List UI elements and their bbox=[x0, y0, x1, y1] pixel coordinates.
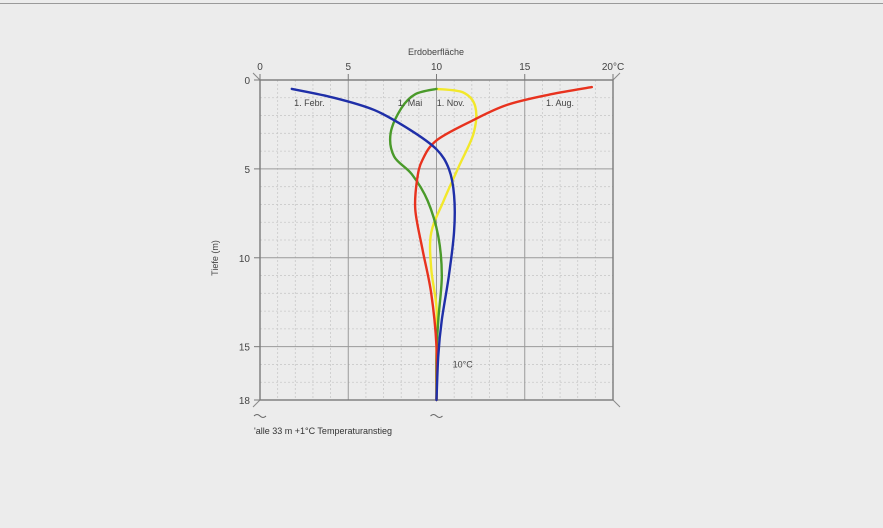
series-line-nov bbox=[428, 87, 478, 402]
y-tick-label: 18 bbox=[239, 396, 251, 407]
x-tick-label: 5 bbox=[345, 62, 351, 73]
series-line-febr bbox=[290, 87, 456, 402]
frame-corner-top-right bbox=[612, 72, 621, 81]
x-tick-labels: 0 5 10 15 20°C bbox=[257, 62, 624, 80]
series-labels: 1. Febr. 1. Mai 1. Nov. 1. Aug. 10°C bbox=[294, 98, 574, 369]
annotation-label: 10°C bbox=[453, 359, 474, 369]
axis-break-mark bbox=[430, 414, 443, 418]
series-line-aug bbox=[413, 85, 593, 402]
series-label: 1. Mai bbox=[398, 98, 423, 108]
series-lines bbox=[290, 85, 593, 402]
axis-break-mark bbox=[253, 414, 267, 418]
frame-corner-bottom-right bbox=[612, 399, 621, 408]
x-tick-label: 0 bbox=[257, 62, 263, 73]
y-axis-label: Tiefe (m) bbox=[210, 240, 220, 276]
top-border-line bbox=[0, 3, 883, 4]
y-tick-label: 5 bbox=[244, 165, 250, 176]
series-label: 1. Aug. bbox=[546, 98, 574, 108]
frame-corner-bottom-left bbox=[252, 399, 261, 408]
caption: 'alle 33 m +1°C Temperaturanstieg bbox=[254, 426, 392, 436]
bottom-marks bbox=[253, 414, 443, 418]
series-line-mai bbox=[388, 87, 443, 402]
frame-corner-top-left bbox=[252, 72, 261, 81]
x-tick-label: 10 bbox=[431, 62, 443, 73]
x-axis-label: Erdoberfläche bbox=[408, 47, 464, 57]
x-tick-label: 15 bbox=[519, 62, 531, 73]
series-label: 1. Nov. bbox=[437, 98, 465, 108]
y-tick-labels: 0 5 10 15 18 bbox=[239, 76, 260, 407]
y-tick-label: 0 bbox=[244, 76, 250, 87]
y-tick-label: 10 bbox=[239, 254, 251, 265]
x-tick-label: 20°C bbox=[602, 62, 624, 73]
y-tick-label: 15 bbox=[239, 343, 251, 354]
series-label: 1. Febr. bbox=[294, 98, 325, 108]
